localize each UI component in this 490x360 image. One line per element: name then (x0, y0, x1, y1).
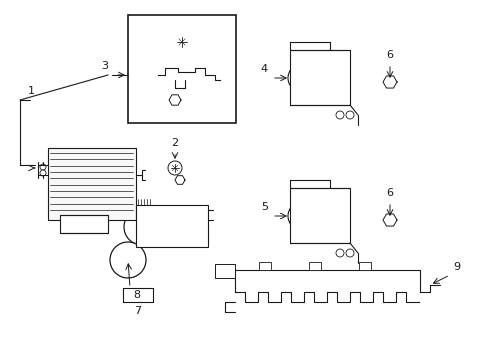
Circle shape (77, 218, 89, 230)
Circle shape (288, 64, 316, 92)
Circle shape (168, 161, 182, 175)
Text: 5: 5 (261, 202, 268, 212)
Text: 8: 8 (133, 290, 140, 300)
Polygon shape (383, 76, 397, 88)
Polygon shape (383, 214, 397, 226)
Bar (128, 15, 236, 123)
Circle shape (178, 178, 182, 182)
Circle shape (124, 256, 132, 264)
Polygon shape (169, 95, 181, 105)
Text: 7: 7 (134, 306, 142, 316)
Circle shape (336, 249, 344, 257)
Circle shape (130, 215, 154, 239)
Bar (259, 262, 271, 270)
Bar (48, 148, 136, 220)
Circle shape (167, 69, 173, 77)
Circle shape (387, 79, 393, 85)
Circle shape (194, 231, 202, 239)
Circle shape (40, 164, 46, 170)
Circle shape (172, 97, 178, 103)
Circle shape (110, 242, 146, 278)
Bar (309, 262, 321, 270)
Text: 3: 3 (101, 61, 108, 71)
Circle shape (288, 202, 316, 230)
Circle shape (174, 34, 190, 50)
Text: 9: 9 (453, 262, 460, 272)
Text: 1: 1 (28, 86, 35, 96)
Bar (60, 215, 108, 233)
Bar (68, 218, 98, 230)
Bar (215, 264, 235, 278)
Bar (290, 188, 350, 243)
Text: 4: 4 (261, 64, 268, 74)
Circle shape (79, 220, 87, 228)
Text: 6: 6 (387, 50, 393, 60)
Circle shape (40, 170, 46, 176)
Circle shape (299, 75, 305, 81)
Circle shape (294, 70, 310, 86)
Circle shape (299, 213, 305, 219)
Polygon shape (175, 176, 185, 184)
Circle shape (118, 250, 138, 270)
Circle shape (196, 69, 203, 77)
Circle shape (387, 217, 393, 223)
Bar (136, 205, 208, 247)
Circle shape (294, 208, 310, 224)
Circle shape (124, 209, 160, 245)
Circle shape (137, 222, 147, 232)
Circle shape (336, 111, 344, 119)
Circle shape (346, 111, 354, 119)
Bar (290, 50, 350, 105)
Circle shape (346, 249, 354, 257)
Text: 2: 2 (172, 138, 178, 148)
Text: 6: 6 (387, 188, 393, 198)
Circle shape (194, 211, 202, 219)
Bar (359, 262, 371, 270)
